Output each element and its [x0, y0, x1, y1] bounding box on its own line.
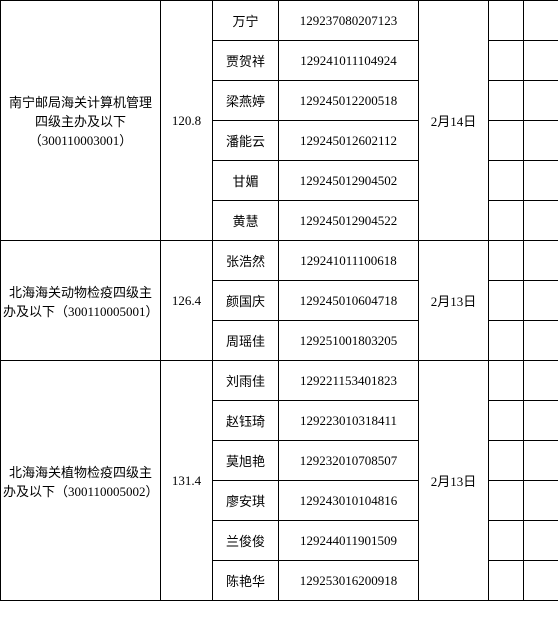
empty-cell — [524, 361, 558, 401]
position-cell: 南宁邮局海关计算机管理四级主办及以下（300110003001） — [1, 1, 161, 241]
empty-cell — [489, 121, 524, 161]
empty-cell — [489, 41, 524, 81]
empty-cell — [524, 161, 558, 201]
empty-cell — [489, 81, 524, 121]
empty-cell — [489, 281, 524, 321]
empty-cell — [489, 241, 524, 281]
empty-cell — [524, 241, 558, 281]
empty-cell — [489, 481, 524, 521]
name-cell: 莫旭艳 — [213, 441, 279, 481]
empty-cell — [524, 401, 558, 441]
id-cell: 129243010104816 — [279, 481, 419, 521]
score-cell: 120.8 — [161, 1, 213, 241]
date-cell: 2月13日 — [419, 361, 489, 601]
empty-cell — [524, 321, 558, 361]
empty-cell — [524, 41, 558, 81]
empty-cell — [524, 81, 558, 121]
table-row: 北海海关动物检疫四级主办及以下（300110005001）126.4张浩然129… — [1, 241, 558, 281]
exam-table: 南宁邮局海关计算机管理四级主办及以下（300110003001）120.8万宁1… — [0, 0, 558, 601]
empty-cell — [524, 441, 558, 481]
name-cell: 颜国庆 — [213, 281, 279, 321]
empty-cell — [489, 201, 524, 241]
id-cell: 129245012904502 — [279, 161, 419, 201]
id-cell: 129245012200518 — [279, 81, 419, 121]
name-cell: 黄慧 — [213, 201, 279, 241]
id-cell: 129241011104924 — [279, 41, 419, 81]
empty-cell — [524, 281, 558, 321]
id-cell: 129253016200918 — [279, 561, 419, 601]
name-cell: 陈艳华 — [213, 561, 279, 601]
id-cell: 129237080207123 — [279, 1, 419, 41]
id-cell: 129245010604718 — [279, 281, 419, 321]
empty-cell — [524, 121, 558, 161]
name-cell: 廖安琪 — [213, 481, 279, 521]
score-cell: 126.4 — [161, 241, 213, 361]
empty-cell — [489, 161, 524, 201]
id-cell: 129251001803205 — [279, 321, 419, 361]
id-cell: 129244011901509 — [279, 521, 419, 561]
name-cell: 周瑶佳 — [213, 321, 279, 361]
empty-cell — [524, 481, 558, 521]
date-cell: 2月13日 — [419, 241, 489, 361]
name-cell: 兰俊俊 — [213, 521, 279, 561]
empty-cell — [489, 401, 524, 441]
score-cell: 131.4 — [161, 361, 213, 601]
id-cell: 129232010708507 — [279, 441, 419, 481]
empty-cell — [524, 561, 558, 601]
position-cell: 北海海关动物检疫四级主办及以下（300110005001） — [1, 241, 161, 361]
name-cell: 张浩然 — [213, 241, 279, 281]
empty-cell — [489, 361, 524, 401]
empty-cell — [489, 441, 524, 481]
name-cell: 万宁 — [213, 1, 279, 41]
date-cell: 2月14日 — [419, 1, 489, 241]
empty-cell — [524, 1, 558, 41]
name-cell: 甘媚 — [213, 161, 279, 201]
name-cell: 赵钰琦 — [213, 401, 279, 441]
name-cell: 梁燕婷 — [213, 81, 279, 121]
empty-cell — [524, 521, 558, 561]
empty-cell — [489, 1, 524, 41]
name-cell: 潘能云 — [213, 121, 279, 161]
name-cell: 贾贺祥 — [213, 41, 279, 81]
id-cell: 129245012904522 — [279, 201, 419, 241]
table-row: 南宁邮局海关计算机管理四级主办及以下（300110003001）120.8万宁1… — [1, 1, 558, 41]
empty-cell — [489, 321, 524, 361]
empty-cell — [489, 561, 524, 601]
id-cell: 129241011100618 — [279, 241, 419, 281]
table-row: 北海海关植物检疫四级主办及以下（300110005002）131.4刘雨佳129… — [1, 361, 558, 401]
id-cell: 129223010318411 — [279, 401, 419, 441]
position-cell: 北海海关植物检疫四级主办及以下（300110005002） — [1, 361, 161, 601]
id-cell: 129221153401823 — [279, 361, 419, 401]
name-cell: 刘雨佳 — [213, 361, 279, 401]
id-cell: 129245012602112 — [279, 121, 419, 161]
empty-cell — [524, 201, 558, 241]
empty-cell — [489, 521, 524, 561]
